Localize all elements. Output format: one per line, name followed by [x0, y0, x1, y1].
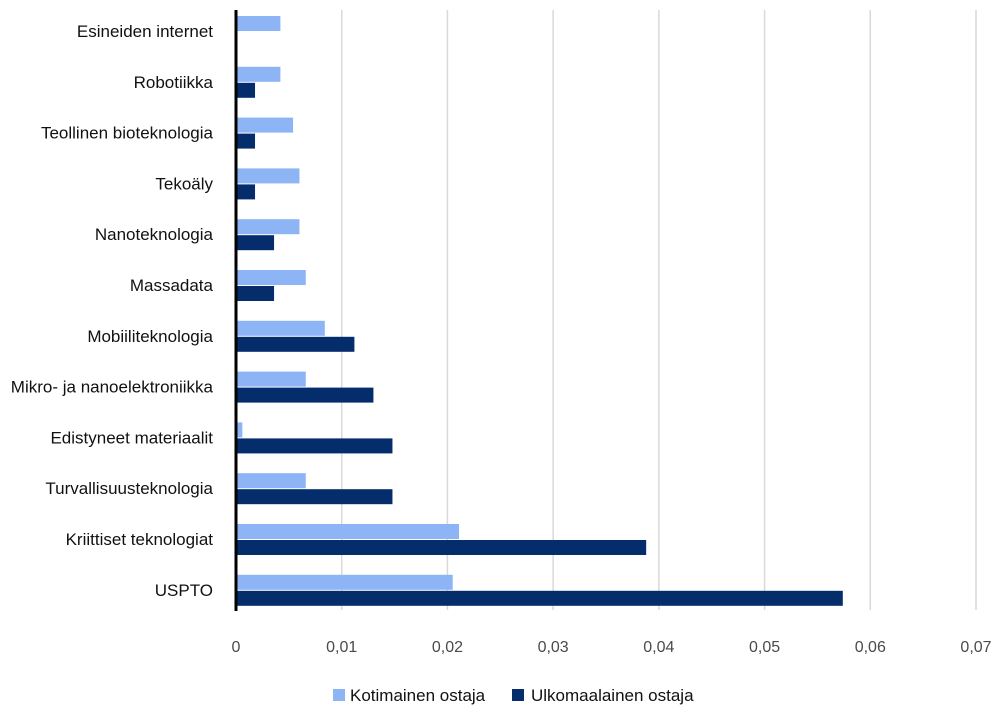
- bar-kotimainen: [236, 524, 460, 539]
- bar-ulkomaalainen: [236, 286, 275, 301]
- bar-kotimainen: [236, 16, 281, 31]
- bar-kotimainen: [236, 117, 294, 133]
- legend: Kotimainen ostaja Ulkomaalainen ostaja: [333, 686, 694, 705]
- legend-label: Ulkomaalainen ostaja: [531, 686, 694, 705]
- category-label: Massadata: [130, 276, 214, 295]
- bar-ulkomaalainen: [236, 184, 256, 200]
- x-tick-label: 0,07: [960, 639, 991, 656]
- bar-kotimainen: [236, 371, 306, 387]
- category-label: Edistyneet materiaalit: [50, 428, 213, 447]
- bar-ulkomaalainen: [236, 235, 275, 251]
- category-label: Mobiiliteknologia: [87, 327, 213, 346]
- legend-swatch: [333, 689, 345, 701]
- x-tick-label: 0: [232, 639, 241, 656]
- bar-ulkomaalainen: [236, 590, 843, 606]
- x-tick-label: 0,03: [538, 639, 569, 656]
- bar-ulkomaalainen: [236, 540, 647, 555]
- bar-ulkomaalainen: [236, 336, 355, 352]
- bar-ulkomaalainen: [236, 133, 256, 149]
- bar-kotimainen: [236, 168, 300, 184]
- gridlines: [340, 10, 977, 610]
- x-tick-label: 0,02: [432, 639, 463, 656]
- legend-swatch: [512, 689, 524, 701]
- bar-kotimainen: [236, 219, 300, 235]
- bar-ulkomaalainen: [236, 438, 393, 454]
- bar-ulkomaalainen: [236, 387, 374, 403]
- bar-ulkomaalainen: [236, 489, 393, 505]
- bar-kotimainen: [236, 320, 325, 336]
- bar-kotimainen: [236, 422, 243, 438]
- legend-label: Kotimainen ostaja: [350, 686, 486, 705]
- x-tick-label: 0,04: [643, 639, 674, 656]
- bar-kotimainen: [236, 574, 453, 590]
- category-label: Mikro- ja nanoelektroniikka: [11, 378, 214, 397]
- category-label: USPTO: [155, 581, 213, 600]
- bars: [236, 16, 843, 606]
- x-tick-label: 0,01: [326, 639, 357, 656]
- bar-kotimainen: [236, 66, 281, 82]
- category-label: Nanoteknologia: [95, 225, 214, 244]
- category-label: Tekoäly: [155, 174, 213, 193]
- category-label: Kriittiset teknologiat: [66, 530, 214, 549]
- x-tick-label: 0,06: [855, 639, 886, 656]
- category-label: Esineiden internet: [77, 22, 213, 41]
- category-label: Robotiikka: [134, 73, 214, 92]
- category-labels: Esineiden internet Robotiikka Teollinen bi…: [11, 22, 214, 600]
- x-tick-labels: 0 0,01 0,02 0,03 0,04 0,05 0,06 0,07: [232, 639, 992, 656]
- x-tick-label: 0,05: [749, 639, 780, 656]
- category-label: Turvallisuusteknologia: [45, 479, 213, 498]
- bar-kotimainen: [236, 270, 306, 285]
- category-label: Teollinen bioteknologia: [41, 124, 214, 143]
- bar-ulkomaalainen: [236, 82, 256, 98]
- bar-kotimainen: [236, 473, 306, 489]
